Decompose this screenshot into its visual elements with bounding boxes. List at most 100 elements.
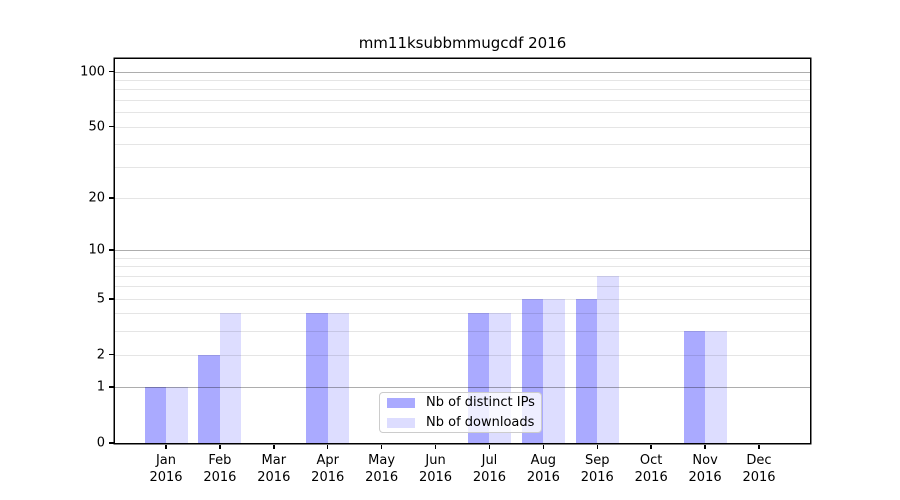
chart-title: mm11ksubbmmugcdf 2016: [358, 34, 567, 52]
legend-label: Nb of downloads: [426, 415, 535, 430]
x-tick-month: Sep: [585, 453, 610, 468]
x-tick-mark: [380, 444, 383, 449]
bar-nb-of-downloads: [219, 313, 242, 443]
x-tick-label: Dec 2016: [742, 452, 775, 486]
x-tick-mark: [488, 444, 491, 449]
bar-nb-of-distinct-ips: [144, 387, 166, 443]
x-tick-year: 2016: [365, 470, 399, 485]
x-tick-month: Feb: [208, 453, 232, 468]
x-tick-label: Jan 2016: [149, 452, 182, 486]
x-tick-label: Jun 2016: [419, 452, 452, 486]
x-tick-label: Feb 2016: [203, 452, 236, 486]
x-tick-month: Nov: [692, 453, 718, 468]
major-gridline: [115, 387, 810, 389]
y-tick-label: 100: [80, 64, 105, 80]
x-tick-mark: [758, 444, 760, 449]
minor-gridline: [115, 331, 810, 333]
minor-gridline: [115, 79, 810, 81]
y-tick-label: 50: [88, 119, 105, 135]
y-tick-mark: [108, 353, 114, 356]
bar-nb-of-downloads: [543, 298, 565, 443]
x-tick-mark: [542, 444, 545, 449]
x-tick-mark: [596, 444, 599, 449]
x-tick-label: Jul 2016: [473, 452, 506, 486]
minor-gridline: [115, 197, 810, 199]
minor-gridline: [115, 298, 810, 300]
minor-gridline: [115, 275, 810, 277]
x-tick-year: 2016: [203, 470, 237, 485]
bar-nb-of-distinct-ips: [683, 331, 706, 443]
y-tick-mark: [108, 125, 114, 128]
x-tick-year: 2016: [149, 470, 183, 485]
x-tick-mark: [650, 444, 652, 449]
minor-gridline: [115, 354, 810, 356]
minor-gridline: [115, 99, 810, 101]
x-tick-year: 2016: [580, 470, 614, 485]
y-tick-label: 2: [96, 347, 105, 363]
y-tick-mark: [108, 249, 114, 251]
minor-gridline: [115, 112, 810, 114]
minor-gridline: [115, 257, 810, 259]
legend-item: Nb of distinct IPs: [387, 395, 541, 410]
x-tick-mark: [434, 444, 437, 449]
bar-nb-of-downloads: [166, 387, 188, 443]
x-tick-label: Apr 2016: [311, 452, 344, 486]
bar-nb-of-distinct-ips: [198, 354, 220, 443]
x-tick-year: 2016: [526, 470, 560, 485]
x-tick-month: Jul: [481, 453, 498, 468]
minor-gridline: [115, 313, 810, 315]
x-tick-month: Jan: [155, 453, 177, 468]
legend-label: Nb of distinct IPs: [426, 395, 535, 410]
x-tick-year: 2016: [472, 470, 506, 485]
x-tick-year: 2016: [634, 470, 668, 485]
x-tick-label: May 2016: [365, 452, 398, 486]
x-tick-month: Oct: [639, 453, 663, 468]
x-tick-year: 2016: [257, 470, 291, 485]
x-tick-year: 2016: [311, 470, 345, 485]
x-tick-label: Sep 2016: [581, 452, 614, 486]
x-tick-label: Aug 2016: [527, 452, 560, 486]
x-tick-mark: [165, 444, 167, 449]
major-gridline: [115, 249, 810, 251]
x-tick-month: Mar: [261, 453, 287, 468]
x-tick-label: Oct 2016: [635, 452, 668, 486]
plot-area: 0 1 2 5 10 20 50 100 Jan 2016 Feb 2016 Mar 2016 Apr 20…: [80, 59, 810, 485]
bar-nb-of-downloads: [327, 313, 350, 443]
x-tick-label: Nov 2016: [689, 452, 722, 486]
major-gridline: [115, 71, 810, 73]
x-tick-year: 2016: [688, 470, 722, 485]
x-tick-month: Apr: [316, 453, 339, 468]
y-tick-mark: [108, 70, 114, 73]
x-tick-mark: [273, 444, 275, 449]
y-tick-mark: [108, 197, 114, 199]
legend-item: Nb of downloads: [387, 415, 541, 430]
x-tick-month: Jun: [425, 453, 446, 468]
minor-gridline: [115, 144, 810, 146]
x-tick-mark: [219, 444, 221, 449]
x-tick-month: Aug: [530, 453, 557, 468]
y-tick-mark: [108, 386, 114, 388]
x-tick-month: May: [368, 453, 396, 468]
x-tick-mark: [326, 444, 329, 449]
x-tick-month: Dec: [746, 453, 772, 468]
y-tick-label: 10: [88, 242, 105, 258]
bar-nb-of-distinct-ips: [575, 298, 598, 443]
x-tick-mark: [704, 444, 706, 449]
legend: Nb of distinct IPs Nb of downloads: [379, 392, 542, 433]
bar-nb-of-downloads: [705, 331, 727, 443]
y-tick-mark: [108, 298, 114, 300]
y-tick-label: 5: [96, 291, 105, 307]
minor-gridline: [115, 126, 810, 128]
x-tick-year: 2016: [418, 470, 453, 485]
minor-gridline: [115, 286, 810, 288]
legend-swatch-distinct-ips: [387, 397, 415, 408]
y-tick-label: 1: [96, 379, 105, 395]
y-tick-label: 0: [96, 435, 105, 451]
legend-swatch-downloads: [387, 417, 415, 428]
y-tick-mark: [108, 442, 114, 444]
minor-gridline: [115, 89, 810, 91]
x-tick-label: Mar 2016: [257, 452, 290, 486]
minor-gridline: [115, 266, 810, 268]
bar-nb-of-distinct-ips: [306, 313, 328, 443]
